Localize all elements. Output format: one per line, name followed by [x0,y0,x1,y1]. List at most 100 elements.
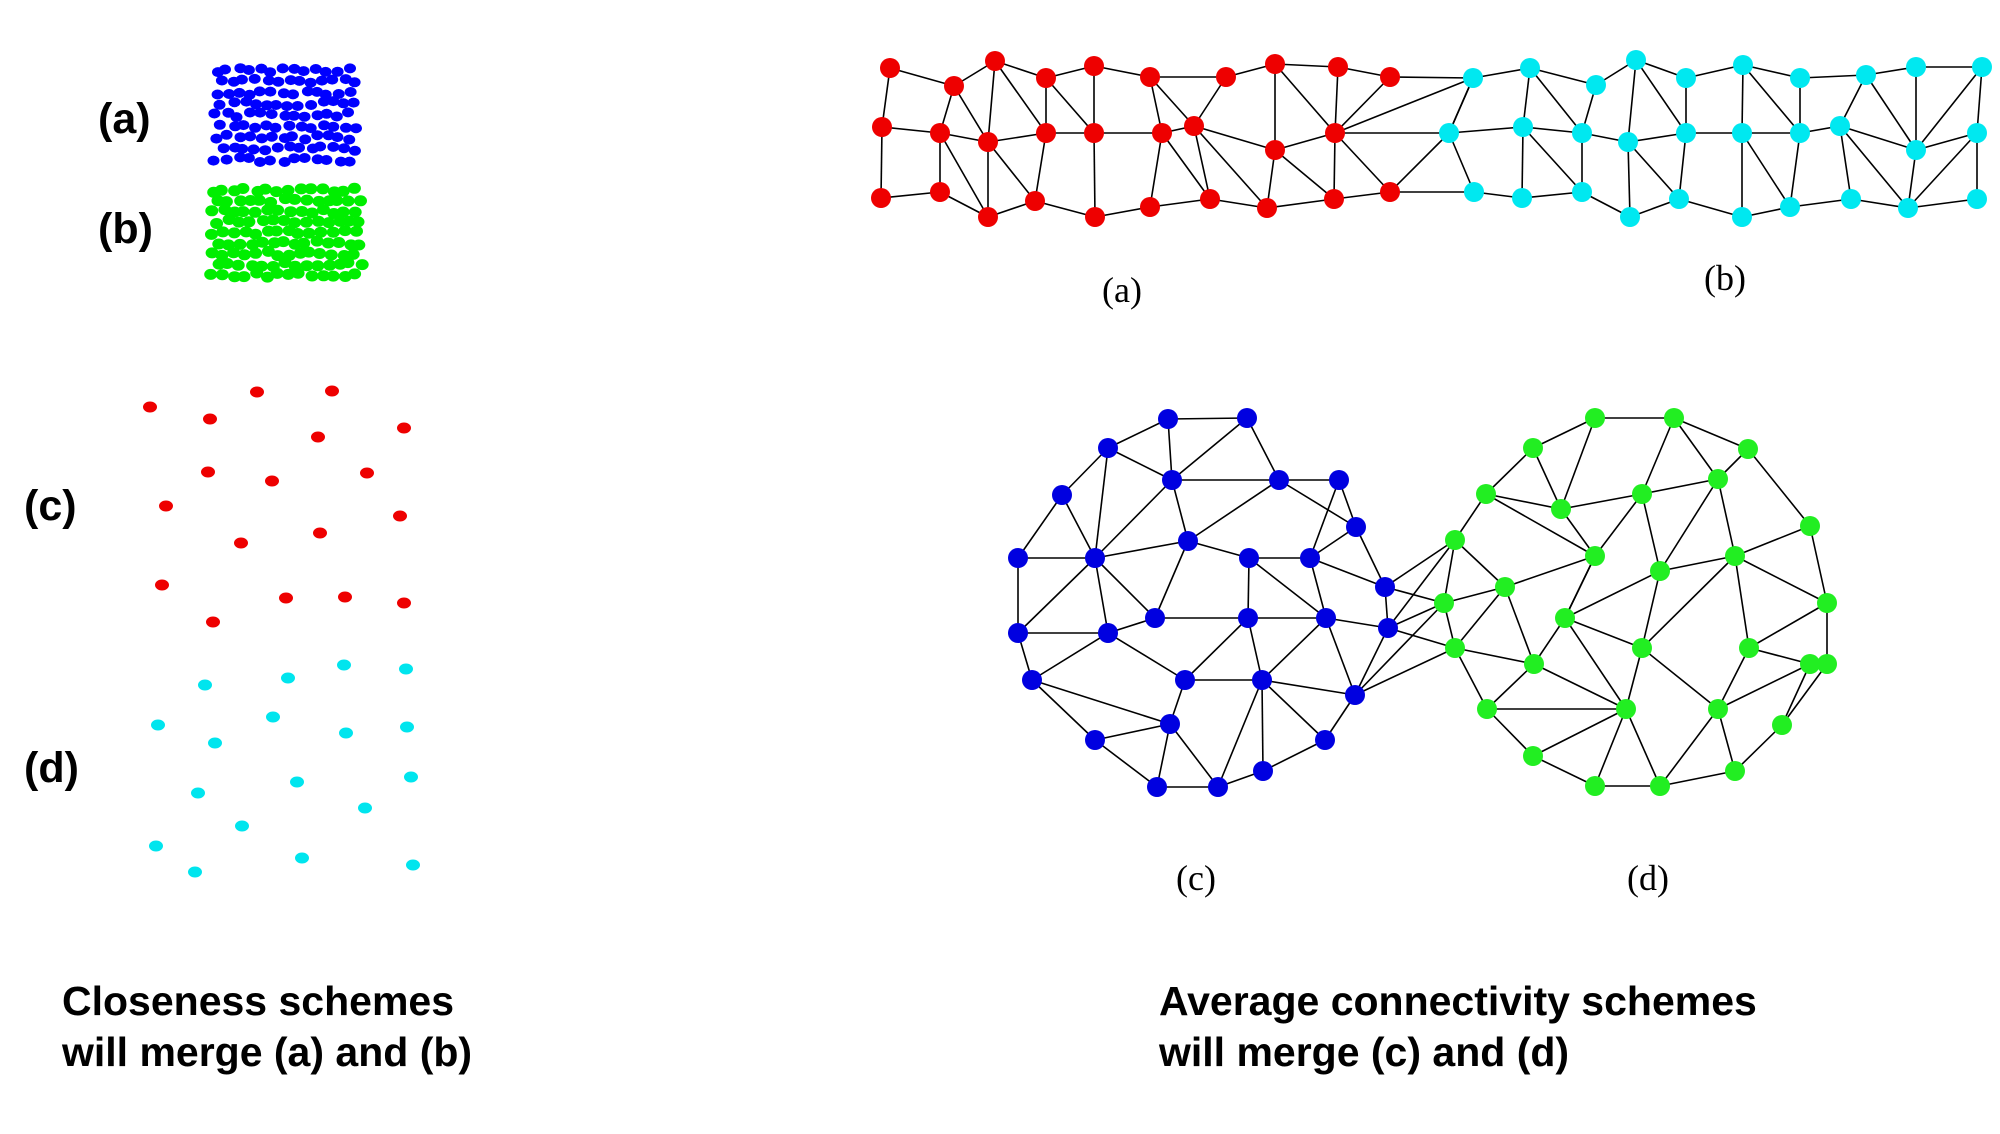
graph-cd-node [1160,714,1180,734]
cluster-a-point [315,75,328,86]
graph-cd-node [1239,548,1259,568]
cluster-b-point [261,271,274,283]
graph-edge [1261,679,1326,741]
graph-cd-node [1725,761,1745,781]
cluster-b-point [317,270,331,282]
graph-edge [1387,602,1445,629]
graph-edge [1454,647,1488,710]
cluster-b-point [305,270,319,282]
cluster-a-point [317,96,330,107]
cluster-b-point [216,226,230,238]
graph-edge [1521,191,1583,199]
graph-edge [1641,493,1661,572]
graph-cd-node [1523,746,1543,766]
cluster-b-point [205,247,219,259]
graph-ab-node [1257,198,1277,218]
graph-edge [1246,417,1280,481]
graph-edge [1261,617,1327,681]
cluster-c-point [143,401,157,413]
graph-edge [1354,647,1456,696]
graph-edge [1034,200,1096,218]
graph-ab-node [1036,68,1056,88]
graph-cd-node [1632,638,1652,658]
graph-edge [1309,479,1340,559]
graph-ab-node [1265,140,1285,160]
graph-ab-node [1780,197,1800,217]
graph-ab-node [1140,67,1160,87]
cluster-a-point [293,75,306,86]
cluster-a-point [332,89,345,99]
cluster-a-point [228,97,241,108]
graph-edge [1169,723,1219,788]
cluster-b-point [351,216,365,228]
left-label-a: (a) [98,95,151,143]
graph-ab-nodes [871,50,1992,227]
cluster-a-point [208,108,221,119]
graph-cd-node [1145,608,1165,628]
graph-edge [1532,755,1596,787]
graph-edge [1486,708,1534,757]
graph-edge [1262,739,1326,772]
cluster-b-point [350,225,363,237]
cluster-b-point [214,184,228,196]
graph-cd-node [1523,438,1543,458]
graph-edge [1247,557,1250,619]
cluster-a-point [287,110,300,121]
cluster-b-point [204,268,218,280]
cluster-d-point [151,719,165,731]
cluster-b-point [205,205,219,217]
graph-ab-node [1626,50,1646,70]
graph-edge [889,67,955,87]
graph-cd-node [1800,516,1820,536]
caption-connectivity: Average connectivity schemes will merge … [1159,976,1757,1078]
cluster-a-point [217,143,230,154]
cluster-b-point [236,206,250,218]
cluster-a-point [348,77,361,88]
graph-edge [1659,770,1736,787]
cluster-a-point [240,96,253,107]
graph-edge [1839,125,1917,151]
graph-cd-node [1817,654,1837,674]
left-cluster-a [207,63,362,167]
graph-cd-node [1147,777,1167,797]
graph-edge [1167,417,1248,420]
graph-edge [1504,555,1596,588]
cluster-b-point [302,246,316,258]
graph-edge [1061,494,1096,559]
cluster-a-point [265,109,278,120]
cluster-d-point [281,672,295,684]
cluster-a-point [244,107,256,118]
graph-edge [1017,557,1096,634]
cluster-b-point [284,206,298,218]
caption-connectivity-line2: will merge (c) and (d) [1159,1029,1570,1075]
graph-edge [1154,540,1189,619]
cluster-b-point [352,239,366,251]
cluster-a-point [260,120,273,131]
graph-cd-node [1008,548,1028,568]
graph-cd-node [1616,699,1636,719]
cluster-c-point [360,467,374,479]
graph-edge [1627,141,1680,200]
graph-edge [1641,647,1719,710]
graph-ab-node [978,207,998,227]
cluster-b-point [249,228,262,240]
cluster-a-point [244,131,257,142]
cluster-b-point [237,271,251,283]
cluster-b-point [218,204,232,216]
cluster-b-point [302,227,316,239]
cluster-a-point [280,101,293,112]
cluster-a-point [298,111,311,122]
cluster-a-point [211,89,224,100]
graph-ab-node [930,123,950,143]
graph-ab-node [978,132,998,152]
graph-cd-node [1252,670,1272,690]
graph-edge [1149,76,1195,127]
graph-edge [1454,647,1535,665]
graph-edge [1045,77,1095,134]
graph-edge [1184,617,1249,681]
cluster-a-point [270,100,282,110]
graph-cd-node [1178,531,1198,551]
cluster-a-point [344,63,356,74]
graph-edge [1734,724,1783,772]
cluster-a-point [263,155,276,166]
